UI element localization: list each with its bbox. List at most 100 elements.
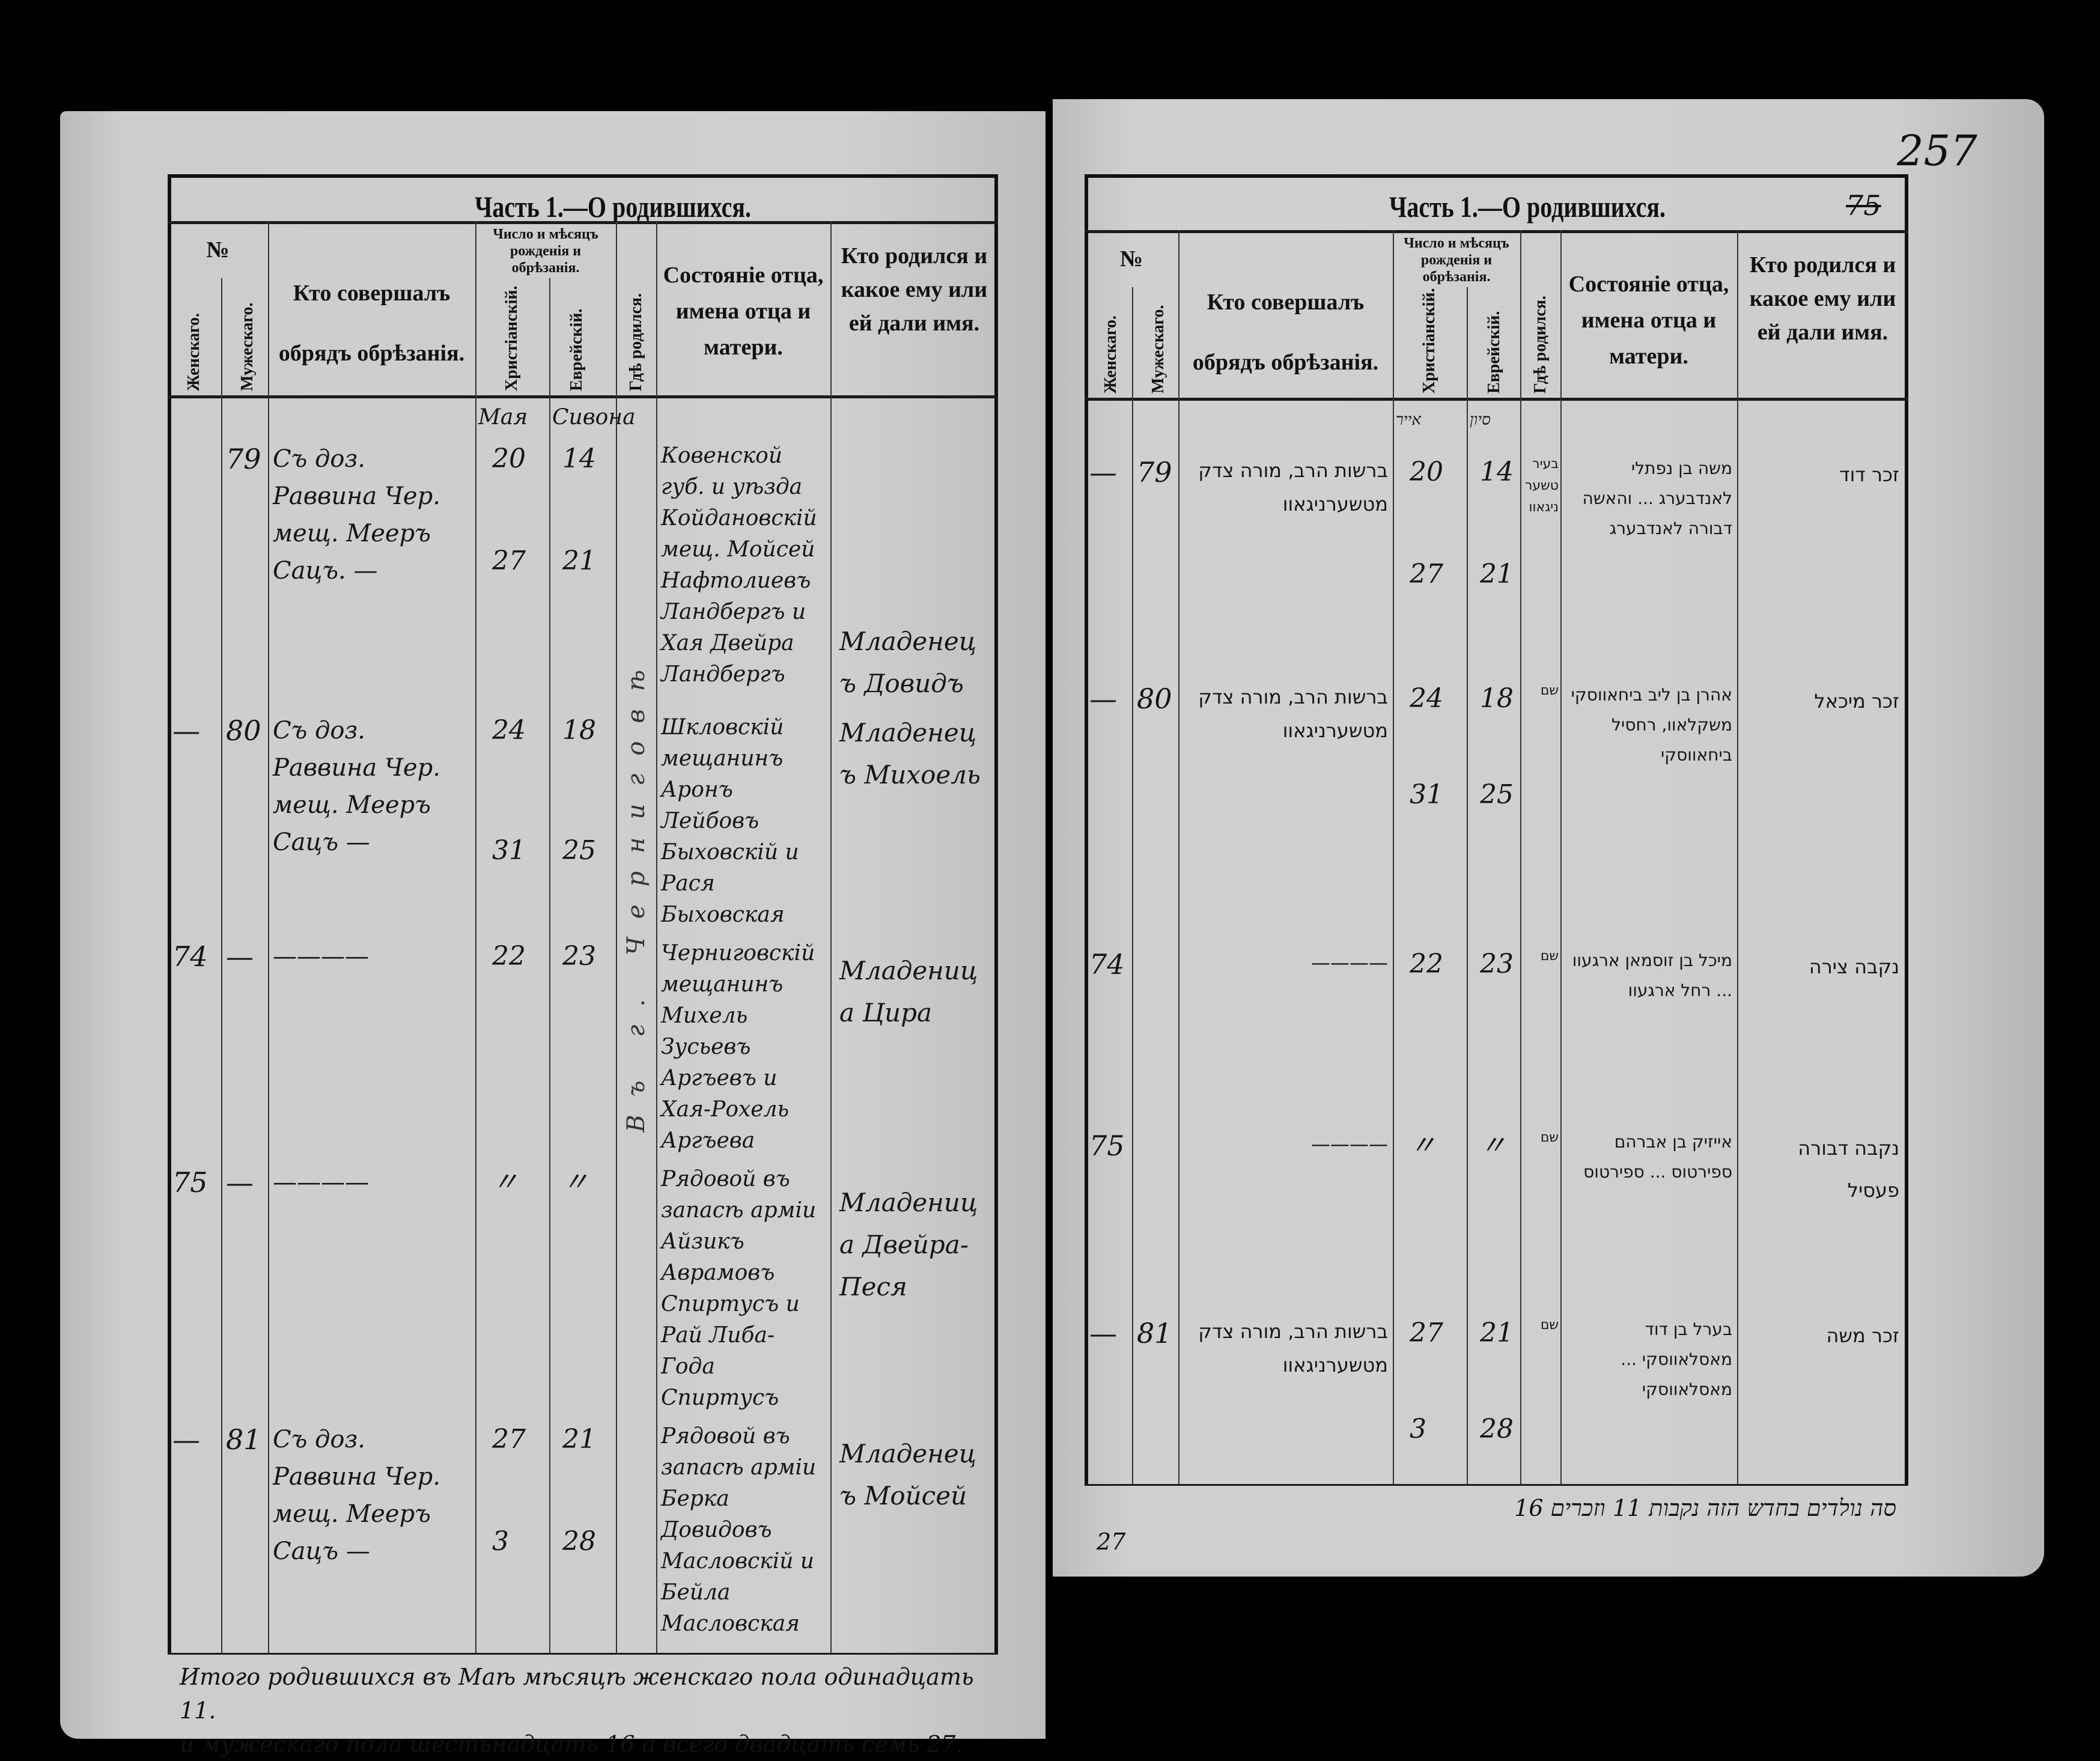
table-bottom-rule	[1085, 1484, 1908, 1486]
column-divider	[830, 221, 832, 1653]
header-bottom-rule	[168, 395, 998, 398]
header-top-rule	[1085, 230, 1908, 233]
christian-date: 22	[492, 941, 526, 972]
dates-cell-jewish: 23	[1467, 946, 1520, 983]
christian-date: 31	[492, 835, 526, 866]
birthplace: בעיר טשערניגאוו	[1524, 457, 1559, 515]
header-christian: Христіанскій.	[1420, 288, 1438, 394]
dates-cell-christian: 〃	[475, 1164, 549, 1201]
parents: Шкловскій мещанинъ Аронъ Лейбовъ Быховск…	[661, 715, 799, 927]
table-frame	[168, 174, 998, 1653]
header-top-rule	[168, 221, 998, 224]
jewish-date: 28	[1480, 1414, 1514, 1444]
column-divider	[1560, 230, 1562, 1484]
christian-date: 27	[1410, 1318, 1443, 1348]
column-divider	[1520, 230, 1521, 1484]
jewish-date: 23	[562, 941, 596, 972]
header-parents: Состояніе отца, имена отца и матери.	[1568, 272, 1729, 369]
column-divider	[1737, 230, 1738, 1484]
table-row: 79 Съ доз. Раввина Чер. мещ. Мееръ Сацъ. …	[60, 440, 998, 712]
header-female: Женскаго.	[184, 313, 203, 391]
male-number: 81	[226, 1423, 261, 1456]
page-number: 257	[1897, 126, 1977, 175]
table-row: — 81 Съ доз. Раввина Чер. мещ. Мееръ Сацъ …	[60, 1421, 998, 1647]
table-row: 75 ———— 〃 〃 שם אייזיק בן אברהם ספירטוס ... ספ…	[1053, 1127, 1908, 1315]
female-number: —	[172, 1423, 200, 1456]
dates-cell-christian: 27 3	[475, 1421, 549, 1560]
parents: Черниговскій мещанинъ Михель Зусьевъ Арг…	[661, 941, 815, 1153]
performer: ברשות הרב, מורה צדק מטשערניגאוו	[1198, 459, 1388, 516]
table-bottom-rule	[168, 1653, 998, 1655]
parents: Ковенской губ. и уѣзда Койдановскій мещ.…	[661, 443, 817, 687]
dates-cell-christian: 24 31	[475, 712, 549, 869]
footer-total: סה נולדים בחדש הזה נקבות 11 וזכרים 16	[1514, 1495, 1896, 1521]
christian-date: 3	[1410, 1414, 1426, 1444]
table-row: —81 ברשות הרב, מורה צדק מטשערניגאוו 27 3 21 2…	[1053, 1315, 1908, 1478]
footer: סה נולדים בחדש הזה נקבות 11 וזכרים 16 27	[1097, 1491, 1896, 1559]
column-divider	[616, 221, 617, 1653]
performer: ברשות הרב, מורה צדק מטשערניגאוו	[1198, 1320, 1388, 1376]
parents: בערל בן דוד מאסלאווסקי ... מאסלאווסקי	[1621, 1319, 1732, 1399]
parents: משה בן נפתלי לאנדבערג ... והאשה דבורה לא…	[1582, 458, 1732, 538]
child-name: Младенецъ Довидъ	[839, 627, 977, 698]
dates-cell-christian: 22	[475, 938, 549, 975]
performer: ————	[1311, 951, 1388, 974]
male-number: —	[226, 1166, 254, 1199]
birthplace: שם	[1540, 683, 1559, 698]
table-row: — 80 ברשות הרב, מורה צדק מטשערניגאוו 24 31 18…	[1053, 680, 1908, 946]
performer: ————	[1311, 1133, 1388, 1155]
female-number: 75	[172, 1166, 208, 1199]
header-child: Кто родился и какое ему или ей дали имя.	[841, 243, 988, 336]
jewish-date: 21	[562, 546, 596, 576]
child-name: זכר דוד	[1839, 463, 1899, 486]
child-name: נקבה צירה	[1809, 955, 1899, 978]
jewish-date: 25	[1480, 779, 1514, 810]
dates-cell-jewish: 〃	[549, 1164, 616, 1201]
performer: Съ доз. Раввина Чер. мещ. Мееръ Сацъ. —	[273, 445, 440, 585]
dates-cell-jewish: 18 25	[549, 712, 616, 869]
christian-date: 24	[1410, 683, 1443, 714]
header-child: Кто родился и какое ему или ей дали имя.	[1749, 252, 1896, 345]
jewish-date: 14	[1480, 457, 1514, 487]
birthplace-note: Въ г. Черниговѣ	[622, 652, 650, 1133]
dates-cell-christian: 22	[1393, 946, 1467, 983]
female-number: 74	[1089, 948, 1125, 981]
column-divider	[656, 221, 657, 1653]
male-number: 79	[226, 443, 261, 475]
column-divider	[1132, 287, 1133, 1484]
month-christian: אייר	[1396, 411, 1422, 429]
female-number: —	[172, 714, 200, 747]
christian-date: 22	[1410, 949, 1443, 979]
table-row: —79 ברשות הרב, מורה צדק מטשערניגאוו 20 27 14…	[1053, 454, 1908, 680]
old-page-number: 75	[1846, 189, 1881, 222]
table-row: — 80 Съ доз. Раввина Чер. мещ. Мееръ Сацъ …	[60, 712, 998, 938]
jewish-date: 21	[1480, 559, 1514, 589]
performer: ברשות הרב, מורה צדק מטשערניגאוו	[1198, 686, 1388, 742]
table-row: 74 ———— 22 23 שם מיכל בן זוסמאן ארגעוו ... רח…	[1053, 946, 1908, 1127]
header-jewish: Еврейскій.	[567, 308, 586, 391]
table-body: 79 Съ доз. Раввина Чер. мещ. Мееръ Сацъ. …	[60, 440, 998, 1647]
jewish-date: 28	[562, 1526, 596, 1557]
dates-cell-jewish: 23	[549, 938, 616, 975]
christian-date: 27	[492, 1424, 526, 1455]
header-birthplace: Гдѣ родился.	[1531, 295, 1550, 394]
footer: Итого родившихся въ Маѣ мѣсяцѣ женскаго …	[180, 1660, 986, 1761]
parents: מיכל בן זוסמאן ארגעוו ... רחל ארגעוו	[1572, 950, 1732, 1000]
left-page: Часть 1.—О родившихся. № Женскаго. Мужескаг…	[60, 111, 1045, 1757]
male-number: 80	[1137, 683, 1172, 715]
column-divider	[475, 221, 476, 1653]
christian-date: 27	[492, 546, 526, 576]
child-name: Младенецъ Мойсей	[839, 1439, 977, 1510]
dates-cell-christian: 20 27	[475, 440, 549, 580]
male-number: —	[226, 940, 254, 973]
christian-date: 20	[492, 443, 526, 474]
dates-cell-christian: 20 27	[1393, 454, 1467, 593]
header-dates-group: Число и мѣсяцъ рожденія и обрѣзанія.	[1404, 236, 1509, 285]
jewish-date: 14	[562, 443, 596, 474]
dates-cell-jewish: 21 28	[549, 1421, 616, 1560]
header-male: Мужескаго.	[1149, 305, 1167, 394]
jewish-date: 21	[1480, 1318, 1514, 1348]
christian-date: 31	[1410, 779, 1443, 810]
table-body: —79 ברשות הרב, מורה צדק מטשערניגאוו 20 27 14…	[1053, 454, 1908, 1478]
female-number: 74	[172, 940, 208, 973]
